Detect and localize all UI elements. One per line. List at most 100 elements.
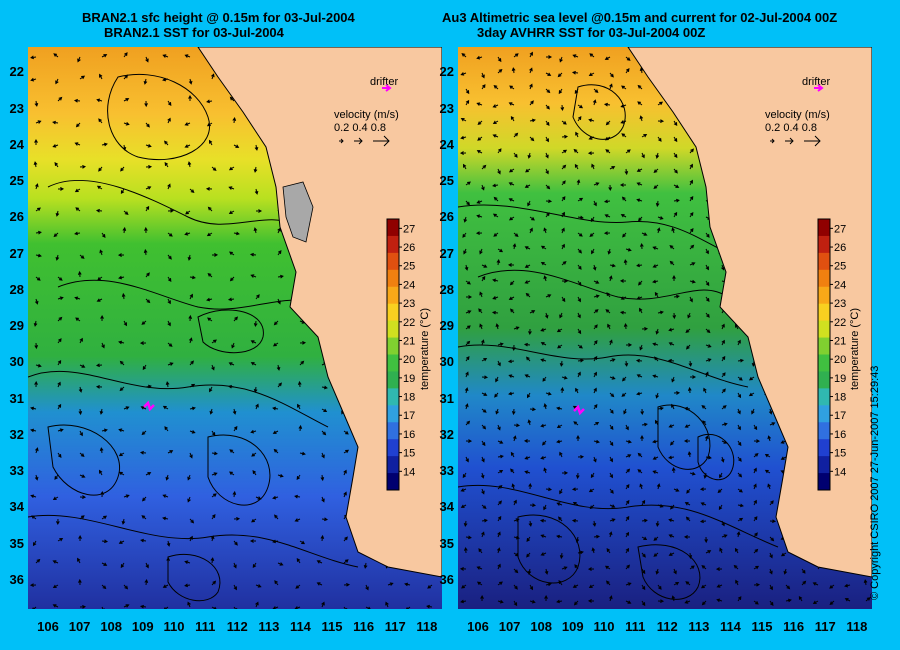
current-arrow xyxy=(673,184,680,188)
current-arrow xyxy=(721,323,725,330)
current-arrow xyxy=(609,72,614,78)
current-arrow xyxy=(55,518,60,526)
lon-tick-label: 117 xyxy=(814,619,836,634)
right-velocity-values: 0.2 0.4 0.8 xyxy=(765,122,817,134)
current-arrow xyxy=(460,135,467,140)
current-arrow xyxy=(210,535,215,542)
current-arrow xyxy=(561,227,565,234)
land-mass xyxy=(627,47,872,578)
current-arrow xyxy=(387,582,394,586)
current-arrow xyxy=(481,440,486,447)
current-arrow xyxy=(717,488,723,494)
current-arrow xyxy=(529,51,533,58)
current-arrow xyxy=(211,514,216,520)
current-arrow xyxy=(589,232,595,238)
current-arrow xyxy=(639,483,643,490)
current-arrow xyxy=(625,582,632,586)
current-arrow xyxy=(769,422,776,426)
current-arrow xyxy=(720,456,725,463)
current-arrow xyxy=(233,606,238,609)
current-arrow xyxy=(577,358,585,363)
current-arrow xyxy=(524,470,531,475)
current-arrow xyxy=(559,56,563,63)
current-arrow xyxy=(556,424,563,429)
current-arrow xyxy=(721,372,726,378)
current-arrow xyxy=(653,184,659,190)
current-arrow xyxy=(844,598,851,602)
current-arrow xyxy=(385,601,389,608)
current-arrow xyxy=(621,196,627,202)
current-arrow xyxy=(577,104,584,109)
current-arrow xyxy=(687,312,691,319)
current-arrow xyxy=(673,136,678,143)
current-arrow xyxy=(685,328,691,334)
current-arrow xyxy=(718,504,723,511)
current-arrow xyxy=(577,248,583,254)
current-arrow xyxy=(462,472,467,479)
lat-tick-label: 28 xyxy=(9,281,24,297)
current-arrow xyxy=(561,260,567,266)
current-arrow xyxy=(668,342,675,346)
current-arrow xyxy=(673,211,678,218)
current-arrow xyxy=(513,600,518,607)
current-arrow xyxy=(497,360,501,367)
current-arrow xyxy=(556,502,563,506)
current-arrow xyxy=(253,320,258,328)
current-arrow xyxy=(673,391,681,395)
current-arrow xyxy=(211,493,217,498)
current-arrow xyxy=(233,231,240,236)
current-arrow xyxy=(683,535,691,539)
current-arrow xyxy=(78,408,83,416)
current-arrow xyxy=(684,406,691,411)
current-arrow xyxy=(465,200,470,206)
current-arrow xyxy=(277,473,284,478)
current-arrow xyxy=(526,536,531,542)
current-arrow xyxy=(479,248,483,255)
current-arrow xyxy=(495,323,500,330)
current-arrow xyxy=(577,371,581,378)
current-arrow xyxy=(299,451,306,456)
current-arrow xyxy=(254,144,259,151)
current-arrow xyxy=(365,584,369,591)
current-arrow xyxy=(100,490,105,498)
current-arrow xyxy=(206,99,213,104)
current-arrow xyxy=(734,547,739,554)
current-arrow xyxy=(277,562,284,566)
current-arrow xyxy=(79,164,87,169)
current-arrow xyxy=(512,243,517,250)
current-arrow xyxy=(189,518,195,524)
current-arrow xyxy=(622,232,627,238)
current-arrow xyxy=(545,294,552,298)
current-arrow xyxy=(123,121,130,126)
current-arrow xyxy=(561,180,566,186)
current-arrow xyxy=(228,210,235,215)
lat-tick-label: 28 xyxy=(439,281,454,297)
current-arrow xyxy=(188,78,193,85)
current-arrow xyxy=(481,424,487,430)
current-arrow xyxy=(250,340,257,344)
current-arrow xyxy=(343,430,349,435)
current-arrow xyxy=(206,297,213,302)
current-arrow xyxy=(863,579,868,586)
current-arrow xyxy=(118,471,125,476)
current-arrow xyxy=(624,168,629,176)
current-arrow xyxy=(497,440,504,444)
current-arrow xyxy=(321,408,328,413)
current-arrow xyxy=(496,547,501,554)
current-arrow xyxy=(462,232,467,238)
current-arrow xyxy=(497,424,501,431)
current-arrow xyxy=(557,344,563,349)
current-arrow xyxy=(540,358,547,363)
current-arrow xyxy=(74,142,81,146)
current-arrow xyxy=(75,317,81,322)
lat-tick-label: 23 xyxy=(9,100,24,116)
current-arrow xyxy=(139,604,147,609)
current-arrow xyxy=(30,428,37,433)
current-arrow xyxy=(737,596,742,602)
current-arrow xyxy=(641,600,646,607)
current-arrow xyxy=(639,67,644,74)
current-arrow xyxy=(495,408,499,415)
current-arrow xyxy=(35,230,42,235)
current-arrow xyxy=(144,226,148,234)
current-arrow xyxy=(721,355,726,362)
